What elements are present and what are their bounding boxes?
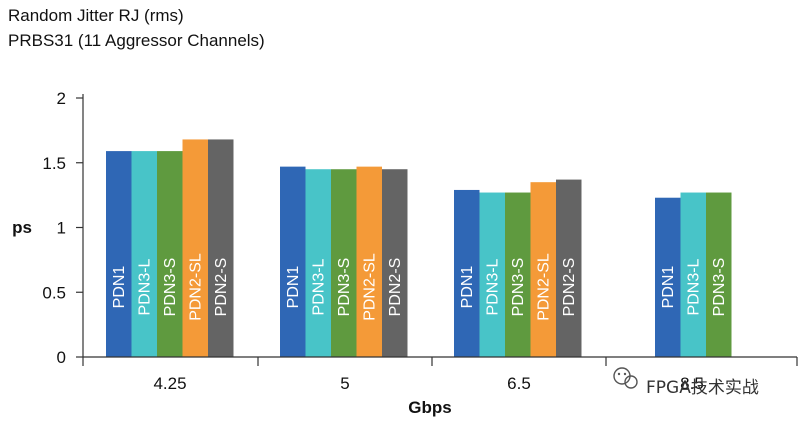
bar-pdn3-l-4_25 <box>131 151 157 357</box>
bar-pdn3-l-6_5 <box>479 192 505 357</box>
bar-pdn3-s-8_5 <box>706 192 732 357</box>
bar-pdn2-sl-4_25 <box>182 139 208 357</box>
y-tick-label: 2 <box>57 89 66 108</box>
bar-pdn1-8_5 <box>655 197 681 357</box>
bar-label: PDN2-S <box>387 258 404 317</box>
bar-label: PDN2-S <box>561 258 578 317</box>
x-tick-label: 6.5 <box>507 374 531 393</box>
x-axis-title: Gbps <box>408 398 451 417</box>
bar-label: PDN1 <box>459 266 476 309</box>
axes-layer: 0 0.5 1 1.5 2 4.25 5 6.5 8.5 <box>42 89 798 393</box>
bar-pdn2-s-6_5 <box>556 179 582 357</box>
y-tick-label: 1 <box>57 219 66 238</box>
bar-pdn3-l-8_5 <box>680 192 706 357</box>
watermark: FPGA技术实战 <box>613 367 759 398</box>
y-tick-label: 0 <box>57 348 66 367</box>
wechat-logo-icon <box>613 367 638 389</box>
labels-layer: PDN1 PDN3-L PDN3-S PDN2-SL PDN2-S PDN1 PDN3-L P… <box>111 253 728 321</box>
bar-label: PDN2-S <box>213 258 230 317</box>
bars-layer <box>106 139 732 357</box>
bar-label: PDN2-SL <box>535 253 552 321</box>
bar-label: PDN3-L <box>685 258 702 315</box>
chart-title: Random Jitter RJ (rms) <box>8 6 184 25</box>
watermark-text: FPGA技术实战 <box>646 378 759 398</box>
bar-pdn2-sl-6_5 <box>530 182 556 357</box>
y-axis-title: ps <box>12 218 32 237</box>
bar-label: PDN3-S <box>336 258 353 317</box>
bar-pdn1-6_5 <box>454 189 480 357</box>
x-tick-label: 5 <box>340 374 349 393</box>
bar-pdn2-s-4_25 <box>208 139 234 357</box>
y-tick-label: 1.5 <box>42 154 66 173</box>
chart-subtitle: PRBS31 (11 Aggressor Channels) <box>8 31 265 50</box>
bar-pdn3-l-5 <box>305 169 331 357</box>
bar-label: PDN1 <box>285 266 302 309</box>
bar-pdn3-s-4_25 <box>157 151 183 357</box>
x-tick-label: 4.25 <box>153 374 186 393</box>
bar-label: PDN3-S <box>711 258 728 317</box>
bar-label: PDN3-S <box>510 258 527 317</box>
bar-label: PDN1 <box>660 266 677 309</box>
bar-pdn2-s-5 <box>382 169 408 357</box>
bar-pdn3-s-5 <box>331 169 357 357</box>
x-tick-label: 8.5 <box>680 374 704 393</box>
bar-label: PDN3-L <box>484 258 501 315</box>
bar-label: PDN3-S <box>162 258 179 317</box>
bar-pdn3-s-6_5 <box>505 192 531 357</box>
bar-label: PDN2-SL <box>187 253 204 321</box>
y-tick-label: 0.5 <box>42 283 66 302</box>
bar-pdn1-4_25 <box>106 151 132 357</box>
bar-label: PDN3-L <box>136 258 153 315</box>
bar-label: PDN3-L <box>310 258 327 315</box>
bar-pdn1-5 <box>280 166 306 357</box>
bar-label: PDN2-SL <box>361 253 378 321</box>
bar-pdn2-sl-5 <box>356 166 382 357</box>
bar-label: PDN1 <box>111 266 128 309</box>
